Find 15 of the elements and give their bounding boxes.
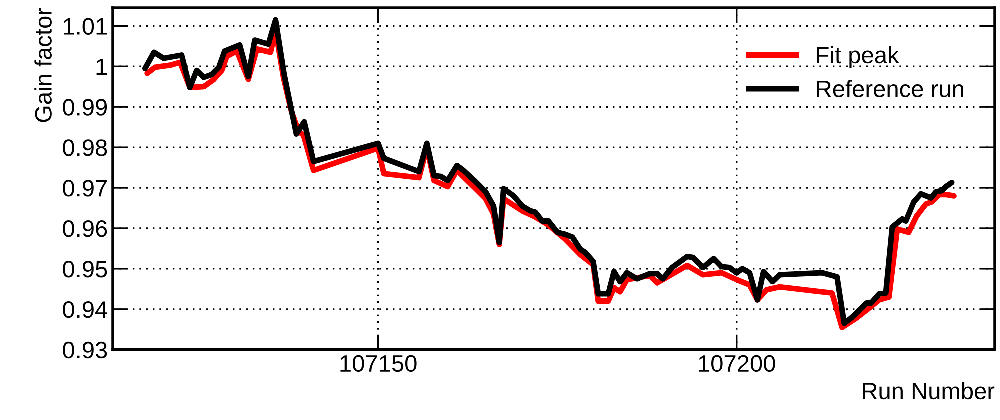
y-tick-label: 1.01 — [64, 18, 107, 35]
y-tick-label: 0.98 — [63, 140, 108, 156]
x-tick-label: 107150 — [340, 355, 417, 372]
legend-label: Reference run — [817, 80, 964, 98]
y-tick-label: 0.97 — [63, 180, 107, 197]
y-tick-label: 0.96 — [63, 220, 108, 238]
legend-label: Fit peak — [817, 46, 900, 68]
y-tick-label: 0.95 — [63, 261, 108, 278]
y-tick-label: 0.99 — [63, 99, 108, 116]
y-tick-label: 1 — [96, 58, 107, 76]
x-axis-title: Run Number — [863, 382, 995, 400]
y-axis-title: Gain factor — [34, 8, 52, 122]
y-tick-label: 0.94 — [63, 301, 108, 318]
y-tick-label: 0.93 — [63, 342, 108, 359]
x-tick-label: 107200 — [699, 355, 776, 372]
